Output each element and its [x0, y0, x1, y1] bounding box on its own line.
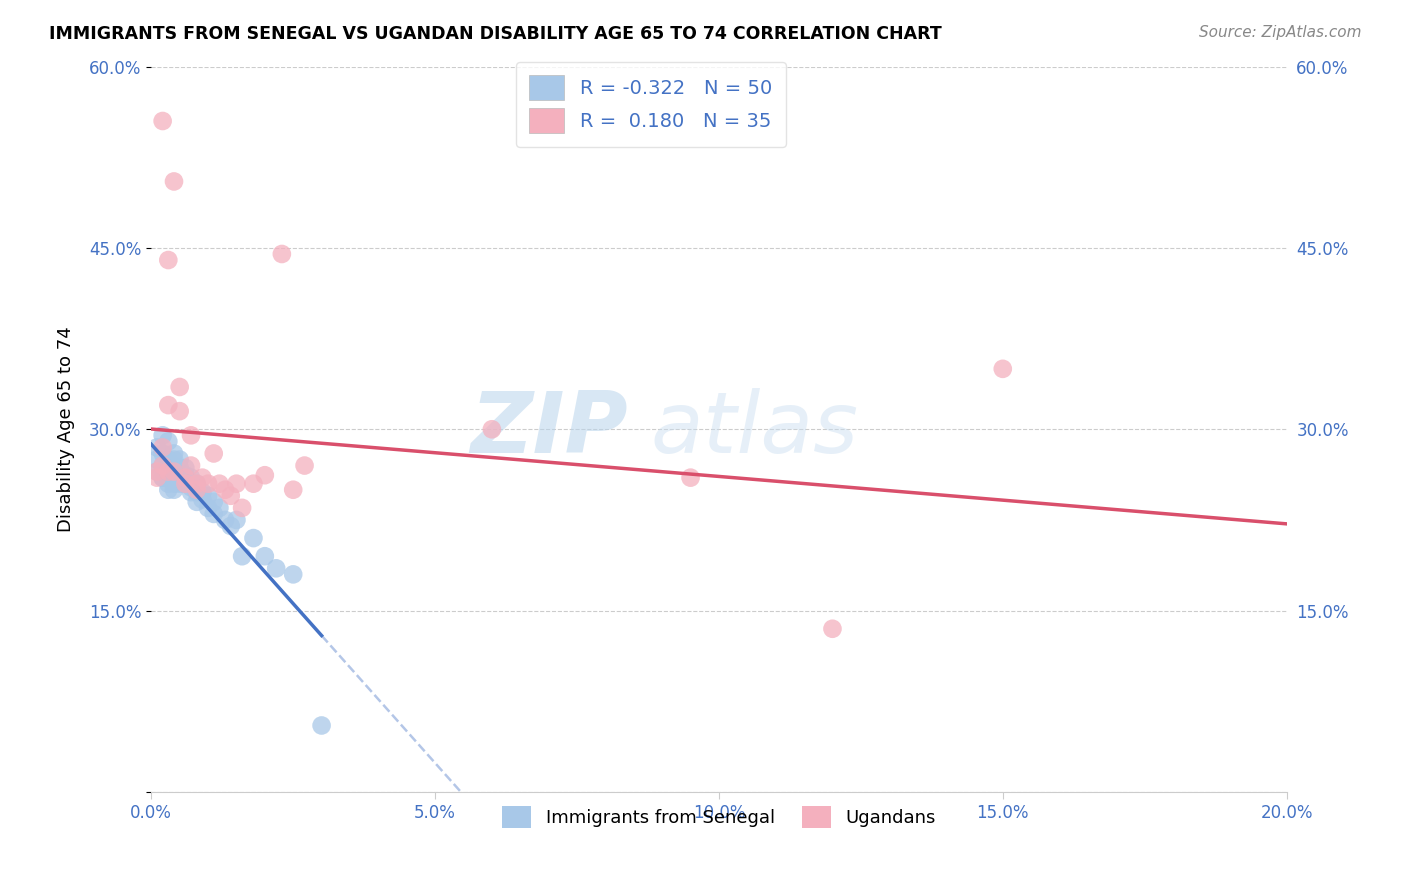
Point: [146, 452, 169, 467]
Point: [169, 452, 191, 467]
Text: IMMIGRANTS FROM SENEGAL VS UGANDAN DISABILITY AGE 65 TO 74 CORRELATION CHART: IMMIGRANTS FROM SENEGAL VS UGANDAN DISAB…: [49, 25, 942, 43]
Point: [163, 446, 186, 460]
Point: [242, 476, 264, 491]
Point: [219, 519, 242, 533]
Point: [481, 422, 503, 436]
Text: Source: ZipAtlas.com: Source: ZipAtlas.com: [1198, 25, 1361, 40]
Point: [197, 500, 219, 515]
Point: [231, 500, 253, 515]
Point: [231, 549, 253, 564]
Point: [821, 622, 844, 636]
Point: [214, 513, 236, 527]
Point: [991, 361, 1014, 376]
Point: [157, 483, 180, 497]
Point: [157, 465, 180, 479]
Point: [169, 404, 191, 418]
Point: [219, 489, 242, 503]
Point: [163, 174, 186, 188]
Point: [157, 465, 180, 479]
Point: [157, 253, 180, 268]
Point: [169, 461, 191, 475]
Point: [186, 483, 208, 497]
Point: [157, 452, 180, 467]
Point: [225, 476, 247, 491]
Point: [157, 470, 180, 484]
Point: [163, 483, 186, 497]
Point: [174, 476, 197, 491]
Text: atlas: atlas: [651, 388, 859, 471]
Point: [186, 476, 208, 491]
Point: [146, 441, 169, 455]
Point: [253, 549, 276, 564]
Legend: Immigrants from Senegal, Ugandans: Immigrants from Senegal, Ugandans: [495, 798, 943, 835]
Point: [157, 476, 180, 491]
Point: [163, 470, 186, 484]
Point: [152, 458, 174, 473]
Point: [283, 483, 305, 497]
Point: [152, 428, 174, 442]
Text: ZIP: ZIP: [471, 388, 628, 471]
Point: [186, 485, 208, 500]
Point: [169, 380, 191, 394]
Point: [253, 468, 276, 483]
Point: [163, 476, 186, 491]
Point: [270, 247, 292, 261]
Point: [283, 567, 305, 582]
Point: [169, 476, 191, 491]
Point: [169, 470, 191, 484]
Point: [152, 470, 174, 484]
Point: [152, 114, 174, 128]
Point: [180, 428, 202, 442]
Point: [180, 485, 202, 500]
Point: [180, 470, 202, 484]
Point: [146, 465, 169, 479]
Point: [191, 492, 214, 507]
Point: [197, 489, 219, 503]
Point: [163, 452, 186, 467]
Point: [174, 476, 197, 491]
Point: [157, 398, 180, 412]
Point: [311, 718, 333, 732]
Point: [174, 461, 197, 475]
Point: [146, 470, 169, 484]
Point: [225, 513, 247, 527]
Point: [152, 458, 174, 473]
Point: [174, 468, 197, 483]
Point: [242, 531, 264, 545]
Point: [163, 461, 186, 475]
Point: [180, 480, 202, 494]
Point: [208, 500, 231, 515]
Point: [264, 561, 287, 575]
Point: [679, 470, 702, 484]
Point: [163, 465, 186, 479]
Point: [186, 495, 208, 509]
Point: [152, 446, 174, 460]
Point: [186, 476, 208, 491]
Point: [294, 458, 316, 473]
Point: [146, 465, 169, 479]
Point: [191, 485, 214, 500]
Point: [157, 434, 180, 449]
Point: [152, 470, 174, 484]
Point: [174, 470, 197, 484]
Point: [180, 458, 202, 473]
Y-axis label: Disability Age 65 to 74: Disability Age 65 to 74: [58, 326, 75, 533]
Point: [152, 465, 174, 479]
Point: [208, 476, 231, 491]
Point: [197, 476, 219, 491]
Point: [214, 483, 236, 497]
Point: [202, 495, 225, 509]
Point: [202, 446, 225, 460]
Point: [202, 507, 225, 521]
Point: [191, 470, 214, 484]
Point: [152, 441, 174, 455]
